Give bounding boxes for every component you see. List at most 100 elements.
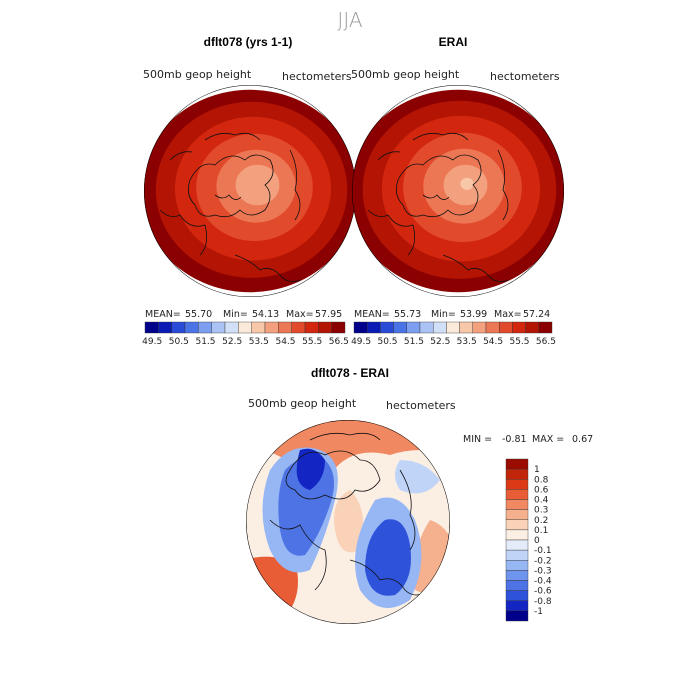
colorbar-obs-tick-4: 53.5 <box>457 337 477 347</box>
colorbar-diff-tick-8: -0.1 <box>534 546 552 556</box>
stats-obs-mean-label: MEAN= <box>354 309 390 320</box>
colorbar-diff-swatch-7 <box>505 529 529 541</box>
colorbar-model-swatch-10 <box>278 321 292 334</box>
colorbar-diff-swatch-11 <box>505 570 529 581</box>
colorbar-diff-swatch-12 <box>505 580 529 591</box>
colorbar-model-tick-5: 54.5 <box>275 337 295 347</box>
colorbar-diff-tick-4: 0.3 <box>534 506 548 516</box>
panel-model: dflt078 (yrs 1-1) 500mb geop height hect… <box>142 35 356 347</box>
colorbar-diff-tick-11: -0.4 <box>534 577 552 587</box>
map-obs-field <box>352 89 564 293</box>
stats-diff-min-label: MIN = <box>463 434 492 445</box>
colorbar-obs-swatch-11 <box>499 321 513 334</box>
colorbar-model-swatch-11 <box>291 321 306 334</box>
colorbar-diff-swatch-4 <box>505 499 529 510</box>
colorbar-diff-swatch-15 <box>505 610 529 622</box>
colorbar-diff-tick-0: 1 <box>534 465 540 475</box>
colorbar-model-swatch-7 <box>238 321 252 334</box>
colorbar-model-swatch-6 <box>224 321 239 334</box>
colorbar-model-tick-7: 56.5 <box>329 337 349 347</box>
colorbar-model-swatch-5 <box>211 321 226 334</box>
colorbar-obs-swatch-12 <box>512 321 526 334</box>
stats-diff-min: -0.81 <box>502 434 527 445</box>
coastline-obs <box>367 132 509 283</box>
stats-model-min: 54.13 <box>252 309 279 320</box>
colorbar-obs-swatch-6 <box>433 321 447 334</box>
colorbar-diff-swatch-14 <box>505 600 529 612</box>
panel-obs-variable: 500mb geop height <box>351 68 460 81</box>
colorbar-diff-tick-12: -0.6 <box>534 587 552 597</box>
colorbar-diff-tick-14: -1 <box>534 607 543 617</box>
coastline-model <box>159 132 301 283</box>
map-diff-field <box>246 420 450 624</box>
map-diff <box>246 420 450 624</box>
stats-obs-mean: 55.73 <box>394 309 421 320</box>
colorbar-model-swatch-14 <box>331 321 346 334</box>
colorbar-diff-swatch-0 <box>505 458 529 470</box>
stats-obs-max: 57.24 <box>523 309 550 320</box>
colorbar-obs-tick-7: 56.5 <box>536 337 556 347</box>
colorbar-diff-tick-2: 0.6 <box>534 485 549 495</box>
stats-obs-min: 53.99 <box>460 309 487 320</box>
colorbar-obs: 49.5 50.5 51.5 52.5 53.5 54.5 55.5 56.5 <box>351 321 556 347</box>
colorbar-diff-swatch-9 <box>505 549 529 561</box>
colorbar-model-tick-6: 55.5 <box>302 337 322 347</box>
colorbar-obs-tick-0: 49.5 <box>351 337 371 347</box>
map-model-field <box>144 89 356 293</box>
colorbar-model-tick-2: 51.5 <box>195 337 215 347</box>
colorbar-obs-swatch-7 <box>446 321 460 334</box>
colorbar-diff-swatch-3 <box>505 489 529 500</box>
colorbar-model-tick-4: 53.5 <box>249 337 269 347</box>
colorbar-model-tick-0: 49.5 <box>142 337 162 347</box>
colorbar-diff-swatch-2 <box>505 479 529 490</box>
colorbar-obs-swatch-14 <box>538 321 553 334</box>
colorbar-model-swatch-13 <box>318 321 332 334</box>
panel-obs: ERAI 500mb geop height hectometers MEAN=… <box>351 35 564 347</box>
map-model <box>144 85 356 297</box>
colorbar-diff: 10.80.60.40.30.20.10-0.1-0.2-0.3-0.4-0.6… <box>505 458 552 622</box>
colorbar-obs-swatch-0 <box>353 321 368 334</box>
colorbar-diff-swatch-8 <box>505 539 529 551</box>
colorbar-model-swatch-9 <box>264 321 279 334</box>
colorbar-diff-tick-5: 0.2 <box>534 516 548 526</box>
panel-diff-variable: 500mb geop height <box>248 397 357 410</box>
colorbar-model-swatch-12 <box>304 321 319 334</box>
stats-model-max-label: Max= <box>286 309 314 320</box>
colorbar-model-swatch-4 <box>198 321 212 334</box>
colorbar-model-swatch-3 <box>184 321 199 334</box>
panel-model-title: dflt078 (yrs 1-1) <box>204 35 293 49</box>
colorbar-diff-tick-3: 0.4 <box>534 496 549 506</box>
stats-model-max: 57.95 <box>315 309 342 320</box>
colorbar-diff-swatch-1 <box>505 468 529 480</box>
colorbar-model-swatch-1 <box>158 321 172 334</box>
stats-obs-max-label: Max= <box>494 309 522 320</box>
colorbar-obs-tick-2: 51.5 <box>404 337 424 347</box>
colorbar-obs-swatch-13 <box>525 321 539 334</box>
colorbar-obs-swatch-2 <box>380 321 394 334</box>
stats-model-mean: 55.70 <box>185 309 212 320</box>
colorbar-obs-swatch-5 <box>419 321 434 334</box>
colorbar-obs-swatch-8 <box>459 321 474 334</box>
panel-model-units: hectometers <box>282 70 352 83</box>
panel-obs-units: hectometers <box>490 70 560 83</box>
colorbar-diff-swatch-13 <box>505 590 529 601</box>
colorbar-diff-swatch-5 <box>505 509 529 520</box>
colorbar-model-tick-3: 52.5 <box>222 337 242 347</box>
colorbar-obs-tick-5: 54.5 <box>483 337 503 347</box>
stats-model-mean-label: MEAN= <box>145 309 181 320</box>
stats-diff-max-label: MAX = <box>532 434 564 445</box>
stats-diff-max: 0.67 <box>572 434 593 445</box>
coastline-diff <box>269 432 431 596</box>
colorbar-obs-swatch-9 <box>472 321 487 334</box>
colorbar-diff-tick-1: 0.8 <box>534 475 549 485</box>
panel-model-variable: 500mb geop height <box>143 68 252 81</box>
colorbar-model-swatch-2 <box>171 321 186 334</box>
colorbar-diff-tick-10: -0.3 <box>534 566 552 576</box>
figure-title: JJA <box>337 8 362 32</box>
panel-diff-units: hectometers <box>386 399 456 412</box>
colorbar-diff-tick-9: -0.2 <box>534 556 552 566</box>
colorbar-obs-swatch-1 <box>367 321 381 334</box>
panel-obs-title: ERAI <box>439 35 468 49</box>
colorbar-diff-tick-7: 0 <box>534 536 540 546</box>
